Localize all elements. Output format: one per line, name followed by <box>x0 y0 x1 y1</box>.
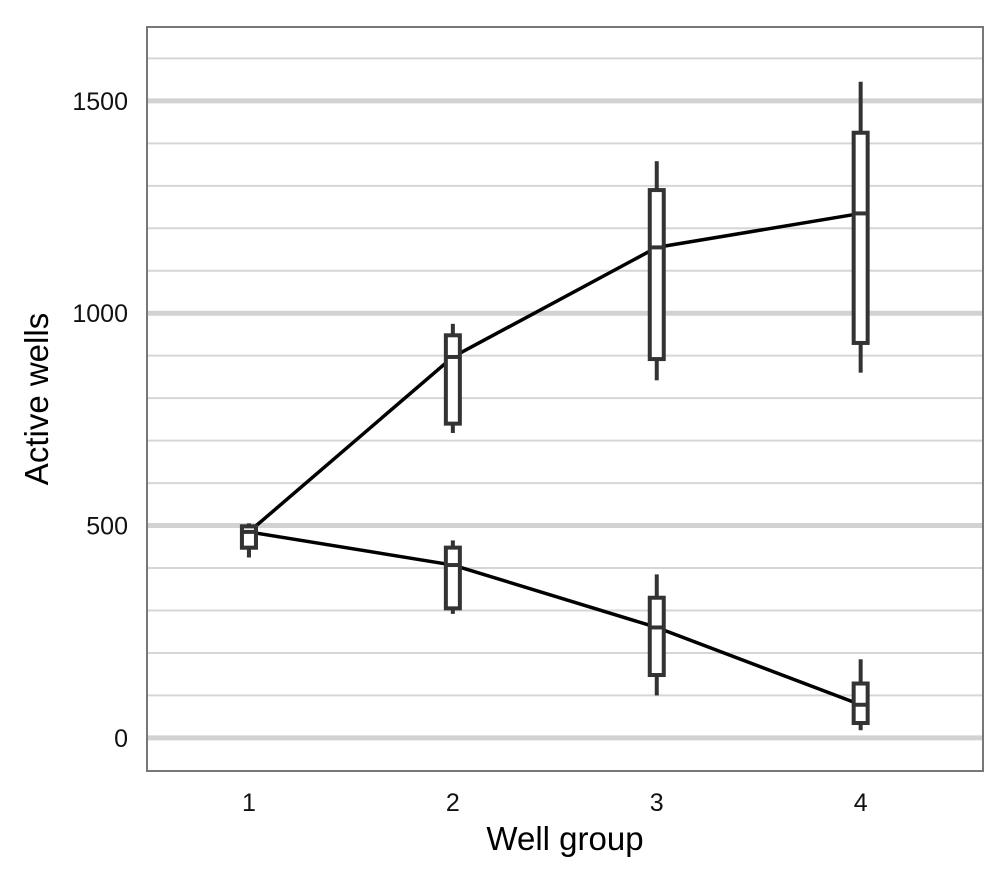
x-axis-title: Well group <box>486 820 643 857</box>
y-axis-ticks: 0 500 1000 1500 <box>72 88 128 753</box>
y-tick-label: 1500 <box>72 88 128 116</box>
y-tick-label: 1000 <box>72 300 128 328</box>
x-tick-label: 3 <box>650 789 664 817</box>
grid-lines <box>147 57 983 741</box>
box-upper-group-2 <box>443 323 462 433</box>
x-tick-label: 4 <box>854 789 868 817</box>
box-body <box>239 524 258 550</box>
x-axis-ticks: 1 2 3 4 <box>242 789 868 817</box>
box-lower-group-1 <box>239 523 258 558</box>
series-line-upper <box>247 211 861 534</box>
y-tick-label: 500 <box>86 513 128 541</box>
box-lower-group-2 <box>443 540 462 614</box>
box-body <box>647 188 666 362</box>
box-body <box>443 333 462 426</box>
y-tick-label: 0 <box>114 725 128 753</box>
plot-frame <box>146 26 984 772</box>
series-line-lower <box>248 530 862 707</box>
box-upper-group-4 <box>851 81 870 373</box>
x-tick-label: 1 <box>242 789 256 817</box>
box-upper-group-3 <box>647 161 666 381</box>
x-tick-label: 2 <box>446 789 460 817</box>
box-plots <box>239 81 870 731</box>
box-body <box>851 130 870 345</box>
box-body <box>647 595 666 678</box>
y-axis-title: Active wells <box>18 313 55 485</box>
series-lines <box>247 211 862 707</box>
box-body <box>443 545 462 611</box>
box-lower-group-4 <box>851 659 870 731</box>
box-lower-group-3 <box>647 574 666 696</box>
